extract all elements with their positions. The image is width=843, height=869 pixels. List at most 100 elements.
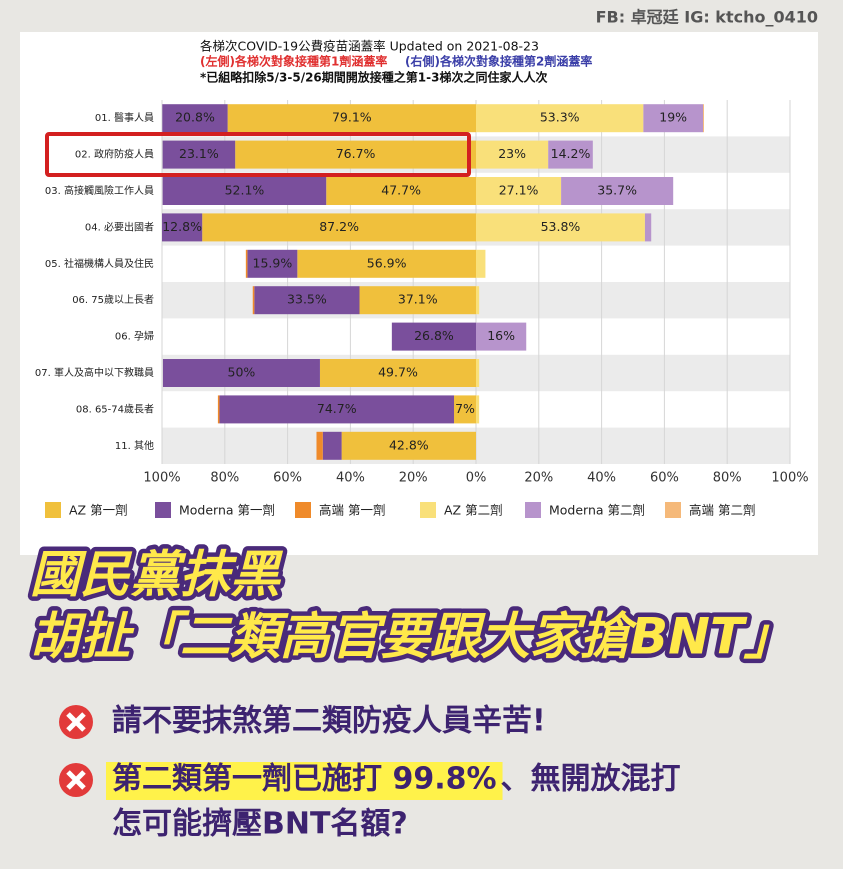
data-label: 76.7% [336,146,376,161]
bar [217,395,220,424]
x-tick-label: 60% [273,471,302,486]
bar [476,104,644,133]
plot: 01. 醫事人員 02. 政府防疫人員 03. 高接觸風險工作人員 04. 必要出國者… [35,100,809,518]
x-tick-label: 100% [771,471,808,486]
bar [252,286,255,315]
bar [476,140,549,169]
x-tick-label: 100% [143,471,180,486]
data-label: 14.2% [551,146,591,161]
x-tick-label: 20% [524,471,553,486]
y-tick-label: 06. 75歲以上長者 [72,293,154,306]
x-tick-label: 40% [587,471,616,486]
bar [322,431,342,460]
data-label: 87.2% [319,219,359,234]
bar [644,213,652,242]
bar [162,104,228,133]
data-label: 47.7% [381,183,421,198]
x-tick-label: 60% [650,471,679,486]
x-tick-label: 80% [210,471,239,486]
bar [162,177,327,205]
bar [162,213,203,242]
bar [476,177,562,205]
bar [219,395,455,424]
legend-label: Moderna 第一劑 [179,503,275,518]
data-label: 53.8% [541,219,581,234]
legend-label: 高端 第二劑 [689,503,755,518]
data-label: 53.3% [540,110,580,125]
y-tick-label: 07. 軍人及高中以下教職員 [35,366,154,379]
point-text: 請不要抹煞第二類防疫人員辛苦! [112,704,546,739]
data-label: 23% [498,146,526,161]
highlight-box [45,132,471,177]
chart-subtitle-left: (左側)各梯次對象接種第1劑涵蓋率 [200,54,387,69]
bar [476,359,480,387]
legend-swatch [525,502,541,518]
y-tick-label: 02. 政府防疫人員 [75,148,154,161]
legend-swatch [155,502,171,518]
headline: 胡扯「二類高官要跟大家搶BNT」 [30,608,794,666]
cross-icon [59,763,93,797]
legend-label: 高端 第一劑 [319,503,385,518]
bar [227,104,476,133]
y-tick-label: 11. 其他 [115,439,154,452]
y-tick-label: 04. 必要出國者 [85,220,154,233]
data-label: 20.8% [175,110,215,125]
data-label: 49.7% [378,365,418,380]
data-label: 33.5% [287,292,327,307]
x-tick-label: 0% [466,471,487,486]
bar [548,140,593,169]
bar [341,431,476,460]
data-label: 27.1% [499,183,539,198]
legend-swatch [420,502,436,518]
bar [316,431,323,460]
bar [703,104,704,133]
bar [202,213,476,242]
y-tick-label: 01. 醫事人員 [95,111,154,124]
legend-swatch [45,502,61,518]
point-text: 怎可能擠壓BNT名額? [112,807,408,842]
data-label: 16% [487,328,515,343]
data-label: 42.8% [389,437,429,452]
data-label: 37.1% [398,292,438,307]
data-label: 35.7% [597,183,637,198]
bar [476,322,527,351]
data-label: 26.8% [414,328,454,343]
point-text: 、無開放混打 [501,762,681,797]
data-label: 23.1% [179,146,219,161]
bar [476,249,486,278]
bar [319,359,476,387]
bar [454,395,476,424]
bar [476,395,480,424]
bar [391,322,476,351]
y-tick-label: 03. 高接觸風險工作人員 [45,184,154,197]
chart-note: *已組略扣除5/3-5/26期間開放接種之第1-3梯次之同住家人人次 [200,70,547,85]
y-tick-label: 08. 65-74歲長者 [76,402,154,415]
bar [326,177,476,205]
data-label: 7% [455,401,475,416]
bar [476,213,645,242]
headline: 國民黨抹黑 [30,546,284,604]
bar [476,286,480,315]
bar [245,249,248,278]
legend-label: AZ 第二劑 [444,503,503,518]
data-label: 79.1% [332,110,372,125]
x-tick-label: 40% [336,471,365,486]
bar [297,249,476,278]
legend-label: AZ 第一劑 [69,503,128,518]
y-tick-label: 06. 孕婦 [115,331,154,343]
y-tick-label: 05. 社福機構人員及住民 [45,257,154,270]
credit: FB: 卓冠廷 IG: ktcho_0410 [596,8,818,27]
data-label: 74.7% [317,401,357,416]
x-tick-label: 80% [713,471,742,486]
data-label: 19% [659,110,687,125]
bar [359,286,476,315]
data-label: 12.8% [162,219,202,234]
cross-icon [59,705,93,739]
legend-swatch [295,502,311,518]
chart-subtitle-right: (右側)各梯次對象接種第2劑涵蓋率 [405,54,592,69]
bar [561,177,674,205]
text-highlight [106,762,503,800]
bar [247,249,298,278]
legend-label: Moderna 第二劑 [549,503,645,518]
